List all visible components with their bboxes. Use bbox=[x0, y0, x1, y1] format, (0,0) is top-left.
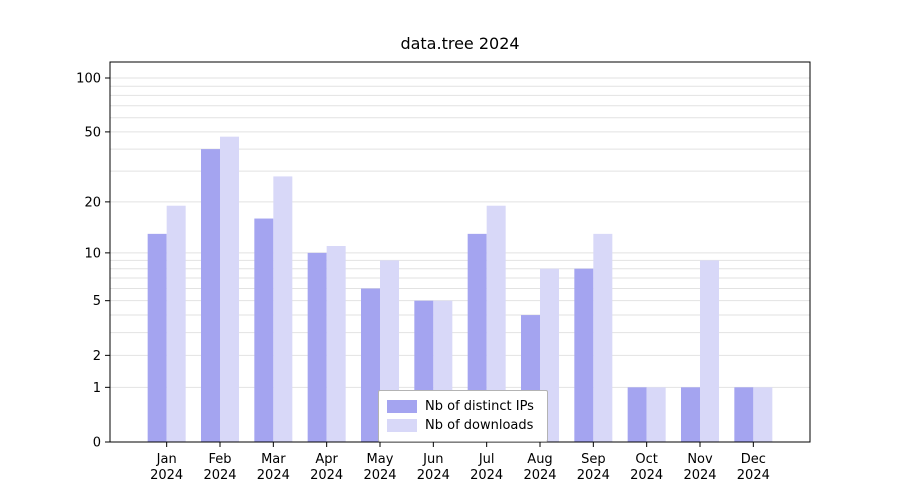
x-tick-label-year: 2024 bbox=[630, 468, 663, 483]
y-tick-label: 0 bbox=[93, 436, 101, 451]
legend: Nb of distinct IPs Nb of downloads bbox=[378, 390, 548, 442]
bar-downloads bbox=[753, 387, 773, 442]
x-tick-label-year: 2024 bbox=[470, 468, 503, 483]
x-tick-label-month: Aug bbox=[527, 452, 552, 467]
bar-distinct-ips bbox=[201, 149, 220, 442]
bar-distinct-ips bbox=[254, 218, 274, 442]
x-tick-label-year: 2024 bbox=[203, 468, 236, 483]
legend-swatch-distinct-ips bbox=[387, 400, 417, 413]
legend-swatch-downloads bbox=[387, 419, 417, 432]
x-tick-label-year: 2024 bbox=[257, 468, 290, 483]
x-tick-label-month: Feb bbox=[208, 452, 231, 467]
x-tick-label-month: Jan bbox=[156, 452, 177, 467]
x-tick-label-year: 2024 bbox=[683, 468, 716, 483]
y-tick-label: 20 bbox=[84, 195, 101, 210]
legend-item-distinct-ips: Nb of distinct IPs bbox=[387, 397, 537, 416]
bar-downloads bbox=[700, 260, 719, 442]
legend-label-downloads: Nb of downloads bbox=[425, 418, 534, 433]
bar-downloads bbox=[486, 205, 506, 442]
plot-border bbox=[109, 61, 811, 443]
bar-distinct-ips bbox=[734, 387, 754, 442]
bar-distinct-ips bbox=[574, 268, 594, 442]
legend-label-distinct-ips: Nb of distinct IPs bbox=[425, 399, 534, 414]
y-tick-label: 10 bbox=[84, 246, 101, 261]
x-tick-label-month: Apr bbox=[315, 452, 338, 467]
y-tick-label: 50 bbox=[84, 125, 101, 140]
x-tick-label-month: Sep bbox=[581, 452, 606, 467]
x-tick-label-year: 2024 bbox=[363, 468, 396, 483]
bar-distinct-ips bbox=[361, 288, 380, 442]
bar-downloads bbox=[593, 233, 613, 442]
x-tick-label-year: 2024 bbox=[150, 468, 183, 483]
x-tick-label-month: Oct bbox=[635, 452, 657, 467]
x-tick-label-year: 2024 bbox=[737, 468, 770, 483]
bar-distinct-ips bbox=[467, 233, 487, 442]
x-tick-label-month: Jun bbox=[422, 452, 443, 467]
y-tick-label: 2 bbox=[93, 349, 101, 364]
x-tick-label-year: 2024 bbox=[417, 468, 450, 483]
bar-distinct-ips bbox=[147, 233, 167, 442]
bar-downloads bbox=[166, 205, 186, 442]
bar-downloads bbox=[646, 387, 666, 442]
x-tick-label-year: 2024 bbox=[577, 468, 610, 483]
chart-title: data.tree 2024 bbox=[400, 34, 520, 53]
bar-distinct-ips bbox=[681, 387, 700, 442]
bar-distinct-ips bbox=[307, 252, 327, 442]
legend-item-downloads: Nb of downloads bbox=[387, 416, 537, 435]
x-tick-label-month: May bbox=[367, 452, 394, 467]
bar-downloads bbox=[326, 246, 346, 442]
y-tick-label: 5 bbox=[93, 294, 101, 309]
x-tick-label-month: Jul bbox=[478, 452, 495, 467]
bar-downloads bbox=[220, 136, 239, 442]
bar-downloads bbox=[273, 176, 293, 442]
x-tick-label-month: Mar bbox=[261, 452, 286, 467]
x-tick-label-year: 2024 bbox=[523, 468, 556, 483]
y-tick-label: 100 bbox=[76, 72, 101, 87]
bar-distinct-ips bbox=[627, 387, 647, 442]
x-tick-label-month: Nov bbox=[687, 452, 713, 467]
x-tick-label-year: 2024 bbox=[310, 468, 343, 483]
y-tick-label: 1 bbox=[93, 381, 101, 396]
x-tick-label-month: Dec bbox=[741, 452, 766, 467]
